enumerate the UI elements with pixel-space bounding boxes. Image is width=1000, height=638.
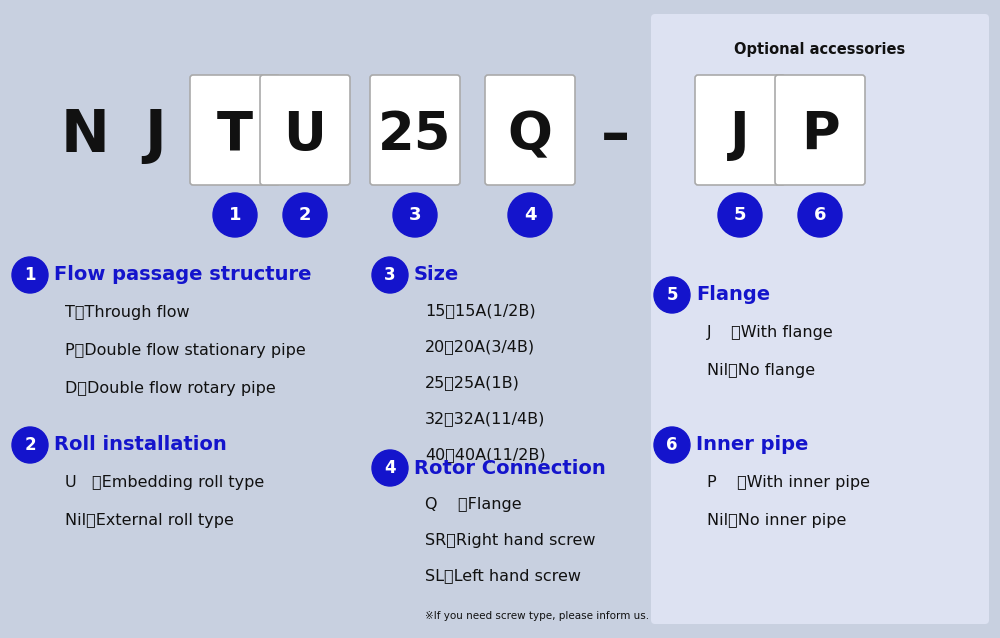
Text: ※If you need screw type, please inform us.: ※If you need screw type, please inform u… <box>425 611 649 621</box>
Text: Flow passage structure: Flow passage structure <box>54 265 312 285</box>
Text: 3: 3 <box>384 266 396 284</box>
FancyBboxPatch shape <box>485 75 575 185</box>
Text: Nil：No inner pipe: Nil：No inner pipe <box>707 514 846 528</box>
Text: 5: 5 <box>734 206 746 224</box>
Text: Optional accessories: Optional accessories <box>734 42 906 57</box>
Circle shape <box>213 193 257 237</box>
Text: Q    ：Flange: Q ：Flange <box>425 496 522 512</box>
Text: Rotor Connection: Rotor Connection <box>414 459 606 477</box>
Text: Roll installation: Roll installation <box>54 436 227 454</box>
Text: 2: 2 <box>24 436 36 454</box>
Circle shape <box>283 193 327 237</box>
Circle shape <box>654 427 690 463</box>
Text: D：Double flow rotary pipe: D：Double flow rotary pipe <box>65 382 276 396</box>
Text: SR：Right hand screw: SR：Right hand screw <box>425 533 596 547</box>
Circle shape <box>393 193 437 237</box>
Text: T: T <box>217 109 253 161</box>
Text: Q: Q <box>508 109 552 161</box>
Text: 1: 1 <box>24 266 36 284</box>
Circle shape <box>798 193 842 237</box>
Text: 15：15A(1/2B): 15：15A(1/2B) <box>425 304 536 318</box>
Text: P    ：With inner pipe: P ：With inner pipe <box>707 475 870 491</box>
Text: 40：40A(11/2B): 40：40A(11/2B) <box>425 447 546 463</box>
Circle shape <box>12 427 48 463</box>
Text: 4: 4 <box>384 459 396 477</box>
Text: N: N <box>61 107 109 163</box>
Text: J: J <box>144 107 166 163</box>
Text: 20：20A(3/4B): 20：20A(3/4B) <box>425 339 535 355</box>
Circle shape <box>372 450 408 486</box>
Text: 5: 5 <box>666 286 678 304</box>
Text: P：Double flow stationary pipe: P：Double flow stationary pipe <box>65 343 306 359</box>
Text: 32：32A(11/4B): 32：32A(11/4B) <box>425 412 545 426</box>
Circle shape <box>372 257 408 293</box>
Text: 25：25A(1B): 25：25A(1B) <box>425 376 520 390</box>
Text: T：Through flow: T：Through flow <box>65 306 190 320</box>
Circle shape <box>508 193 552 237</box>
Text: 4: 4 <box>524 206 536 224</box>
Circle shape <box>12 257 48 293</box>
Circle shape <box>718 193 762 237</box>
FancyBboxPatch shape <box>695 75 785 185</box>
Text: –: – <box>600 107 630 163</box>
FancyBboxPatch shape <box>260 75 350 185</box>
Circle shape <box>654 277 690 313</box>
Text: P: P <box>801 109 839 161</box>
Text: J    ：With flange: J ：With flange <box>707 325 834 341</box>
Text: 1: 1 <box>229 206 241 224</box>
Text: Size: Size <box>414 265 459 285</box>
Text: 25: 25 <box>378 109 452 161</box>
Text: Flange: Flange <box>696 285 770 304</box>
FancyBboxPatch shape <box>190 75 280 185</box>
Text: 6: 6 <box>814 206 826 224</box>
Text: Nil：No flange: Nil：No flange <box>707 364 815 378</box>
Text: Nil：External roll type: Nil：External roll type <box>65 514 234 528</box>
Text: 3: 3 <box>409 206 421 224</box>
FancyBboxPatch shape <box>651 14 989 624</box>
FancyBboxPatch shape <box>370 75 460 185</box>
Text: SL：Left hand screw: SL：Left hand screw <box>425 568 581 584</box>
Text: J: J <box>730 109 750 161</box>
Text: U: U <box>284 109 326 161</box>
Text: U   ：Embedding roll type: U ：Embedding roll type <box>65 475 264 491</box>
Text: 6: 6 <box>666 436 678 454</box>
FancyBboxPatch shape <box>775 75 865 185</box>
Text: 2: 2 <box>299 206 311 224</box>
Text: Inner pipe: Inner pipe <box>696 436 808 454</box>
